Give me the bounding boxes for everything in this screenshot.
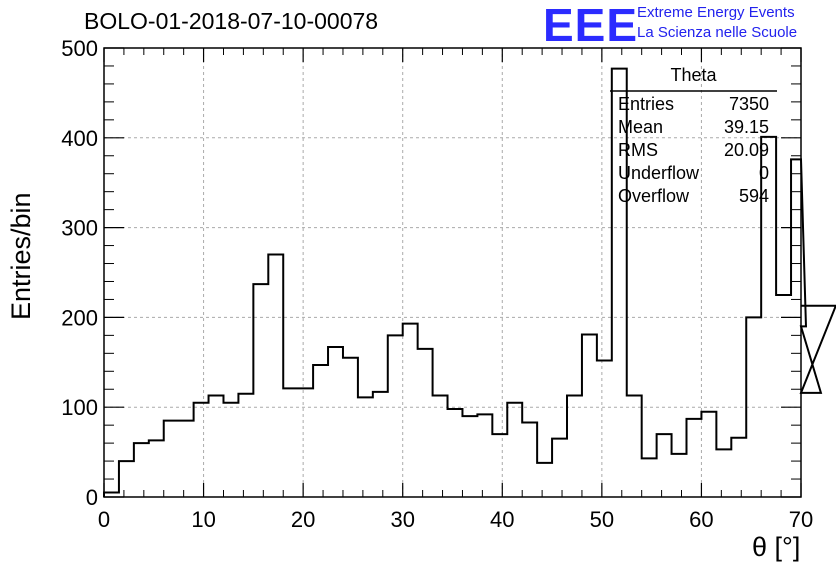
x-tick-label: 20 (291, 507, 315, 532)
histogram-bin (477, 414, 492, 497)
x-tick-label: 60 (689, 507, 713, 532)
y-tick-label: 500 (61, 36, 98, 61)
histogram-bin (462, 416, 477, 497)
histogram-bin (298, 388, 313, 497)
axis-ticks (103, 47, 802, 498)
histogram-bin (448, 409, 463, 497)
histogram-bin (194, 403, 209, 497)
x-axis-label: θ [°] (752, 532, 801, 562)
histogram-bin (149, 440, 164, 497)
histogram-bin (746, 317, 761, 497)
stats-row-label: Underflow (618, 163, 700, 183)
stats-row-value: 39.15 (724, 117, 769, 137)
histogram-bin (343, 358, 358, 497)
x-tick-label: 10 (191, 507, 215, 532)
plot-frame (103, 47, 802, 498)
x-tick-label: 70 (789, 507, 813, 532)
histogram-bin (627, 396, 642, 497)
histogram-bin (268, 255, 283, 497)
histogram-bin (507, 403, 522, 497)
histogram-bin (119, 461, 134, 497)
stats-row-value: 594 (739, 186, 769, 206)
x-tick-label: 30 (390, 507, 414, 532)
histogram-series (103, 67, 836, 497)
stats-row-value: 7350 (729, 94, 769, 114)
histogram-bin (283, 388, 298, 497)
y-tick-label: 0 (86, 485, 98, 510)
histogram-bin (313, 365, 328, 497)
y-axis-label: Entries/bin (6, 192, 36, 320)
chart-title: BOLO-01-2018-07-10-00078 (84, 8, 379, 34)
org-line-1: Extreme Energy Events (637, 4, 795, 21)
histogram-bin (134, 443, 149, 497)
histogram-bin (209, 396, 224, 497)
histogram-bin (567, 396, 582, 497)
stats-box: Theta Entries 7350 Mean 39.15 RMS 20.09 Underfl… (610, 65, 777, 206)
eee-logo: EEE (543, 0, 639, 51)
histogram-bin (179, 421, 194, 497)
histogram-bin (328, 347, 343, 497)
histogram-bin (552, 439, 567, 497)
stats-row-value: 0 (759, 163, 769, 183)
histogram-bin (492, 434, 507, 497)
histogram-bin (537, 463, 552, 497)
x-tick-label: 0 (98, 507, 110, 532)
histogram-bin (403, 324, 418, 497)
histogram-bin (418, 349, 433, 497)
histogram-bin (672, 454, 687, 497)
histogram-bin (731, 438, 746, 497)
org-line-2: La Scienza nelle Scuole (637, 24, 798, 41)
tick-labels: 0 10 20 30 40 50 60 70 0 100 200 300 400 500 (61, 36, 813, 532)
stats-row-label: Overflow (618, 186, 690, 206)
histogram-bin (164, 421, 179, 497)
histogram-bin (388, 335, 403, 497)
stats-row-value: 20.09 (724, 140, 769, 160)
org-label: Extreme Energy Events La Scienza nelle S… (637, 3, 797, 43)
y-tick-label: 200 (61, 305, 98, 330)
stats-row-label: RMS (618, 140, 658, 160)
grid-lines (104, 48, 801, 497)
histogram-bin (358, 397, 373, 497)
histogram-bin (597, 361, 612, 497)
stats-row-label: Entries (618, 94, 674, 114)
y-tick-label: 400 (61, 126, 98, 151)
y-tick-label: 100 (61, 395, 98, 420)
histogram-bin (223, 403, 238, 497)
histogram-bin (238, 394, 253, 497)
stats-title: Theta (670, 65, 717, 85)
histogram-bin (522, 422, 537, 497)
histogram-bin (657, 434, 672, 497)
stats-row-label: Mean (618, 117, 663, 137)
y-tick-label: 300 (61, 216, 98, 241)
histogram-bin (716, 449, 731, 497)
histogram-bin (433, 396, 448, 497)
histogram-bin (701, 412, 716, 497)
histogram-bin (776, 295, 791, 497)
histogram-bin (582, 334, 597, 497)
histogram-bin (373, 392, 388, 497)
histogram-bin (686, 419, 701, 497)
histogram-bin (253, 284, 268, 497)
histogram-bin (642, 458, 657, 497)
histogram-outline (103, 67, 836, 497)
x-tick-label: 40 (490, 507, 514, 532)
x-tick-label: 50 (590, 507, 614, 532)
